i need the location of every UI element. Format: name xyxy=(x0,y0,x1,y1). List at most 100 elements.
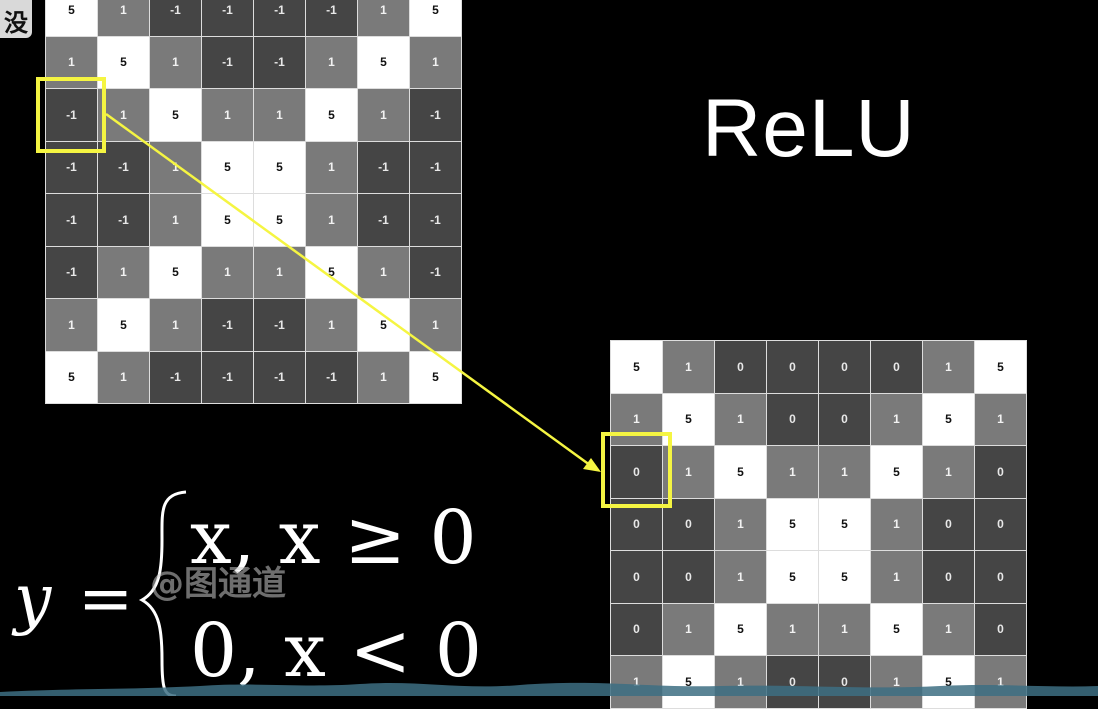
matrix-cell: 0 xyxy=(611,603,662,655)
matrix-cell: -1 xyxy=(150,351,201,403)
matrix-cell: 1 xyxy=(98,0,149,36)
matrix-cell: 0 xyxy=(611,551,662,603)
matrix-cell: 1 xyxy=(202,246,253,298)
matrix-cell: 0 xyxy=(767,393,818,445)
matrix-cell: 5 xyxy=(98,299,149,351)
matrix-cell: 0 xyxy=(871,341,922,393)
matrix-cell: -1 xyxy=(254,351,305,403)
matrix-cell: 1 xyxy=(663,603,714,655)
matrix-cell: -1 xyxy=(46,246,97,298)
matrix-cell: 5 xyxy=(150,246,201,298)
matrix-cell: 1 xyxy=(306,299,357,351)
matrix-cell: 1 xyxy=(871,498,922,550)
matrix-cell: 0 xyxy=(819,341,870,393)
matrix-cell: -1 xyxy=(410,89,461,141)
matrix-cell: 1 xyxy=(871,551,922,603)
matrix-cell: 5 xyxy=(150,89,201,141)
matrix-cell: 1 xyxy=(254,246,305,298)
matrix-cell: 5 xyxy=(715,446,766,498)
brace-path xyxy=(138,490,187,696)
formula-equals: = xyxy=(78,560,134,637)
matrix-cell: 1 xyxy=(923,341,974,393)
input-matrix: 5 1 -1 -1 -1 -1 1 5 1 5 1 -1 -1 1 5 1 -1 1 5 1 1 5 1 -1 -1 -1 1 5 5 1… xyxy=(45,0,462,404)
matrix-cell: -1 xyxy=(46,89,97,141)
matrix-cell: 5 xyxy=(202,141,253,193)
matrix-cell: 5 xyxy=(358,299,409,351)
matrix-cell: -1 xyxy=(98,141,149,193)
matrix-cell: 0 xyxy=(923,551,974,603)
matrix-cell: 1 xyxy=(150,299,201,351)
matrix-cell: 1 xyxy=(98,246,149,298)
matrix-cell: -1 xyxy=(254,36,305,88)
matrix-cell: 1 xyxy=(975,393,1026,445)
matrix-cell: 1 xyxy=(611,393,662,445)
matrix-cell: 1 xyxy=(819,446,870,498)
matrix-cell: 5 xyxy=(254,194,305,246)
matrix-cell: 5 xyxy=(46,0,97,36)
matrix-cell: 1 xyxy=(715,393,766,445)
matrix-cell: -1 xyxy=(46,194,97,246)
matrix-cell: 1 xyxy=(767,603,818,655)
matrix-cell: 1 xyxy=(715,498,766,550)
matrix-cell: 5 xyxy=(923,393,974,445)
matrix-cell: 5 xyxy=(410,351,461,403)
corner-badge: 没 xyxy=(0,0,32,38)
input-highlight-box xyxy=(36,77,106,153)
relu-title: ReLU xyxy=(702,83,916,174)
matrix-cell: -1 xyxy=(410,246,461,298)
matrix-cell: -1 xyxy=(254,299,305,351)
matrix-cell: 1 xyxy=(306,141,357,193)
matrix-cell: 0 xyxy=(975,446,1026,498)
matrix-cell: 0 xyxy=(923,498,974,550)
matrix-cell: 1 xyxy=(358,89,409,141)
matrix-cell: 1 xyxy=(150,36,201,88)
matrix-cell: 5 xyxy=(975,341,1026,393)
matrix-cell: 0 xyxy=(819,393,870,445)
matrix-cell: 1 xyxy=(150,141,201,193)
matrix-cell: 1 xyxy=(819,603,870,655)
matrix-cell: 1 xyxy=(150,194,201,246)
matrix-cell: 1 xyxy=(923,603,974,655)
matrix-cell: 1 xyxy=(663,341,714,393)
matrix-cell: 0 xyxy=(663,551,714,603)
matrix-cell: 5 xyxy=(410,0,461,36)
matrix-cell: 0 xyxy=(767,341,818,393)
arrow-head xyxy=(583,458,601,472)
matrix-cell: 1 xyxy=(410,36,461,88)
matrix-cell: 1 xyxy=(306,36,357,88)
formula-lhs: y xyxy=(14,560,52,637)
formula-case-nonnegative: x, x ≥ 0 xyxy=(190,495,477,581)
matrix-cell: 1 xyxy=(923,446,974,498)
matrix-cell: 1 xyxy=(46,299,97,351)
matrix-cell: -1 xyxy=(306,351,357,403)
matrix-cell: 1 xyxy=(358,0,409,36)
matrix-cell: -1 xyxy=(150,0,201,36)
matrix-cell: -1 xyxy=(410,141,461,193)
matrix-cell: -1 xyxy=(202,351,253,403)
matrix-cell: 0 xyxy=(975,603,1026,655)
matrix-cell: 1 xyxy=(767,446,818,498)
matrix-cell: 1 xyxy=(202,89,253,141)
matrix-cell: 5 xyxy=(819,498,870,550)
matrix-cell: -1 xyxy=(410,194,461,246)
arrow-line xyxy=(105,112,595,470)
matrix-cell: 5 xyxy=(358,36,409,88)
matrix-cell: -1 xyxy=(358,194,409,246)
matrix-cell: 5 xyxy=(871,446,922,498)
audio-waveform xyxy=(0,682,1098,696)
matrix-cell: 5 xyxy=(98,36,149,88)
matrix-cell: -1 xyxy=(358,141,409,193)
matrix-cell: -1 xyxy=(202,36,253,88)
matrix-cell: 5 xyxy=(767,551,818,603)
matrix-cell: 1 xyxy=(358,351,409,403)
matrix-cell: 1 xyxy=(98,351,149,403)
matrix-cell: 1 xyxy=(715,551,766,603)
matrix-cell: 1 xyxy=(254,89,305,141)
matrix-cell: 5 xyxy=(46,351,97,403)
matrix-cell: 0 xyxy=(975,551,1026,603)
matrix-cell: 0 xyxy=(975,498,1026,550)
matrix-cell: -1 xyxy=(202,0,253,36)
matrix-cell: 5 xyxy=(715,603,766,655)
